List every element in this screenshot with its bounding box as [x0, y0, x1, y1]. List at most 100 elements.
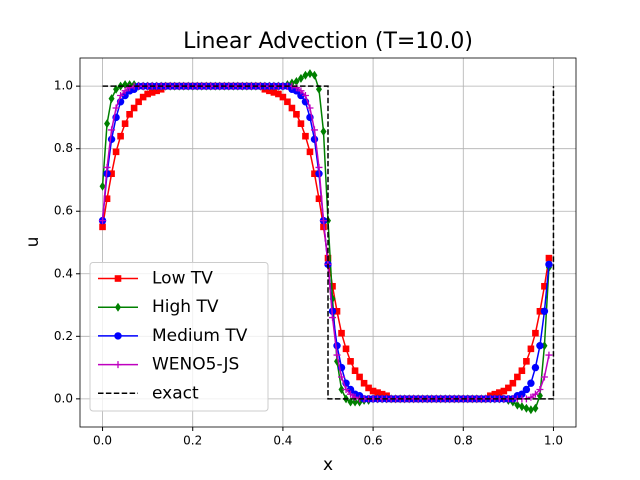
marker — [540, 373, 548, 381]
marker — [500, 387, 508, 395]
marker — [148, 89, 156, 96]
marker — [491, 390, 499, 398]
marker — [126, 84, 134, 92]
marker — [545, 254, 553, 262]
marker — [117, 132, 124, 140]
marker — [103, 195, 111, 203]
marker — [108, 170, 115, 178]
marker — [518, 367, 526, 375]
marker — [293, 110, 300, 118]
marker — [514, 400, 521, 410]
x-tick-label: 0.6 — [364, 434, 383, 448]
marker — [536, 385, 544, 393]
marker — [319, 217, 327, 225]
plot-frame — [79, 57, 577, 428]
marker — [338, 384, 345, 394]
marker — [315, 84, 322, 94]
marker — [523, 403, 530, 413]
marker — [527, 405, 534, 415]
marker — [360, 379, 368, 387]
marker — [135, 98, 142, 106]
y-tick-label: 1.0 — [54, 79, 73, 93]
marker — [130, 104, 138, 112]
legend-label: Medium TV — [152, 326, 248, 346]
marker — [311, 70, 318, 80]
marker — [338, 373, 346, 381]
marker — [266, 87, 273, 95]
marker — [121, 120, 129, 127]
marker — [284, 98, 291, 106]
marker — [352, 397, 359, 407]
marker — [297, 73, 304, 83]
marker — [113, 84, 120, 94]
marker — [518, 402, 525, 412]
marker — [505, 384, 512, 392]
marker — [302, 132, 309, 140]
marker — [288, 104, 296, 112]
marker — [545, 351, 553, 359]
marker — [112, 148, 120, 156]
marker — [114, 332, 122, 340]
marker — [112, 104, 120, 112]
marker — [541, 282, 548, 290]
marker — [320, 126, 327, 136]
marker — [347, 358, 354, 365]
y-tick-label: 0.6 — [54, 204, 73, 218]
marker — [342, 385, 350, 393]
marker — [351, 393, 359, 401]
marker — [108, 94, 115, 104]
marker — [536, 341, 544, 350]
marker — [144, 90, 151, 98]
marker — [329, 314, 337, 322]
marker — [338, 329, 345, 337]
marker — [527, 345, 535, 353]
chart-title: Linear Advection (T=10.0) — [183, 29, 473, 54]
marker — [347, 397, 354, 407]
marker — [540, 307, 549, 315]
legend: Low TV High TV Medium TV WENO5-JS exact — [89, 262, 269, 412]
marker — [153, 87, 160, 95]
marker — [292, 84, 300, 92]
series-line — [102, 85, 555, 400]
marker — [527, 393, 535, 401]
marker — [356, 373, 363, 381]
marker — [369, 387, 377, 395]
marker — [293, 76, 300, 86]
marker — [342, 345, 350, 353]
marker — [114, 361, 122, 369]
marker — [311, 170, 318, 178]
marker — [527, 379, 535, 387]
marker — [374, 389, 381, 396]
y-axis-label: u — [23, 237, 43, 248]
marker — [297, 87, 305, 95]
marker — [306, 148, 314, 156]
marker — [108, 126, 116, 134]
legend-label: WENO5-JS — [152, 355, 239, 375]
marker — [545, 260, 553, 269]
x-axis-label: x — [323, 455, 333, 475]
marker — [306, 69, 313, 79]
legend-box — [89, 262, 269, 412]
marker — [333, 341, 341, 350]
marker — [275, 90, 282, 98]
marker — [306, 104, 314, 112]
marker — [117, 92, 125, 100]
marker — [103, 163, 111, 171]
y-tick-label: 0.8 — [54, 141, 73, 155]
marker — [121, 87, 129, 95]
marker — [139, 93, 147, 101]
marker — [115, 302, 121, 312]
marker — [531, 390, 539, 398]
marker — [365, 384, 372, 392]
marker — [531, 363, 540, 372]
marker — [99, 181, 106, 191]
x-tick-label: 0.8 — [454, 434, 473, 448]
marker — [270, 89, 278, 96]
marker — [104, 119, 111, 129]
marker — [310, 126, 318, 134]
marker — [532, 403, 539, 413]
marker — [99, 217, 107, 225]
x-tick-label: 0.4 — [273, 434, 292, 448]
marker — [541, 341, 548, 351]
